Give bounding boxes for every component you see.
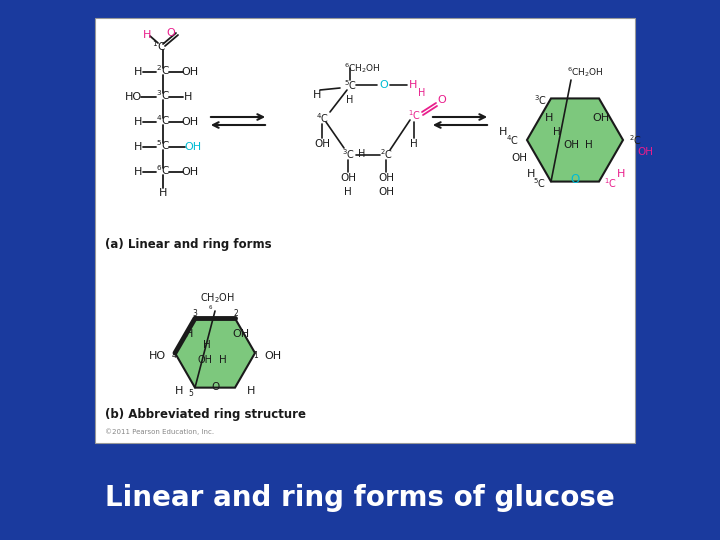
Text: H: H <box>134 67 142 77</box>
Text: $^{6}$C: $^{6}$C <box>156 163 170 177</box>
Text: $^{1}$C: $^{1}$C <box>408 108 420 122</box>
Text: $^{4}$C: $^{4}$C <box>156 113 170 127</box>
Text: 2: 2 <box>233 309 238 318</box>
Text: H: H <box>134 117 142 127</box>
Text: H: H <box>175 386 183 396</box>
Text: HO: HO <box>148 351 166 361</box>
Text: H: H <box>134 167 142 177</box>
Text: H: H <box>219 355 227 365</box>
Text: O: O <box>379 80 388 90</box>
Text: OH: OH <box>378 173 394 183</box>
Text: $^{3}$C: $^{3}$C <box>534 93 547 107</box>
Text: $^{3}$C: $^{3}$C <box>156 88 170 102</box>
Text: Linear and ring forms of glucose: Linear and ring forms of glucose <box>105 484 615 512</box>
Text: O: O <box>438 95 446 105</box>
Polygon shape <box>527 98 623 181</box>
Text: $^{5}$C: $^{5}$C <box>156 138 170 152</box>
Text: OH: OH <box>378 187 394 197</box>
Text: H: H <box>312 90 321 100</box>
Text: H: H <box>410 139 418 149</box>
Text: OH: OH <box>181 167 199 177</box>
Text: $^{6}$CH$_2$OH: $^{6}$CH$_2$OH <box>344 61 381 75</box>
Text: H: H <box>545 113 553 124</box>
Text: H: H <box>617 168 625 179</box>
Text: 4: 4 <box>172 352 177 361</box>
Text: H: H <box>409 80 417 90</box>
Text: OH: OH <box>511 153 527 163</box>
Text: OH: OH <box>593 113 610 124</box>
Text: O: O <box>211 382 219 392</box>
Text: 1: 1 <box>253 352 258 361</box>
Text: OH: OH <box>233 329 250 339</box>
Text: $^{4}$C: $^{4}$C <box>506 133 519 147</box>
Text: H: H <box>346 95 354 105</box>
Text: OH: OH <box>184 142 202 152</box>
Text: H: H <box>247 386 255 396</box>
Text: H: H <box>553 127 561 137</box>
Text: 3: 3 <box>192 309 197 318</box>
Text: $^{5}$C: $^{5}$C <box>533 177 546 191</box>
Text: H: H <box>585 140 593 150</box>
Text: H: H <box>159 188 167 198</box>
Text: H: H <box>134 142 142 152</box>
Text: O: O <box>570 173 580 186</box>
Text: $^{1}$C: $^{1}$C <box>152 39 166 53</box>
Polygon shape <box>175 319 255 388</box>
Text: OH: OH <box>637 147 653 157</box>
Text: $^{5}$C: $^{5}$C <box>343 78 356 92</box>
Text: ©2011 Pearson Education, Inc.: ©2011 Pearson Education, Inc. <box>105 428 214 435</box>
Text: 5: 5 <box>188 389 193 398</box>
Text: HO: HO <box>125 92 142 102</box>
Text: (a) Linear and ring forms: (a) Linear and ring forms <box>105 238 271 251</box>
Text: H: H <box>203 340 211 350</box>
Text: OH: OH <box>181 117 199 127</box>
Text: H: H <box>359 149 366 159</box>
Text: OH: OH <box>181 67 199 77</box>
Text: $_{6}$: $_{6}$ <box>208 302 214 312</box>
Text: $^{1}$C: $^{1}$C <box>604 177 617 191</box>
Text: OH: OH <box>563 140 579 150</box>
Text: OH: OH <box>314 139 330 149</box>
Text: H: H <box>344 187 352 197</box>
Text: $^{2}$C: $^{2}$C <box>629 133 642 147</box>
Text: OH: OH <box>340 173 356 183</box>
Text: $^{4}$C: $^{4}$C <box>315 111 328 125</box>
Text: H: H <box>418 88 426 98</box>
Text: (b) Abbreviated ring structure: (b) Abbreviated ring structure <box>105 408 306 421</box>
Text: $^{6}$CH$_2$OH: $^{6}$CH$_2$OH <box>567 65 603 79</box>
Text: O: O <box>166 28 176 38</box>
Text: H: H <box>527 168 535 179</box>
Text: $^{2}$C: $^{2}$C <box>156 63 170 77</box>
Text: $^{2}$C: $^{2}$C <box>379 147 392 161</box>
Text: OH: OH <box>264 351 282 361</box>
Text: H: H <box>184 92 192 102</box>
Text: $^{3}$C: $^{3}$C <box>341 147 354 161</box>
Text: H: H <box>185 329 193 339</box>
FancyBboxPatch shape <box>95 18 635 443</box>
Text: CH$_2$OH: CH$_2$OH <box>199 291 235 305</box>
Text: H: H <box>499 127 507 137</box>
Text: OH: OH <box>197 355 212 365</box>
Text: H: H <box>143 30 151 40</box>
